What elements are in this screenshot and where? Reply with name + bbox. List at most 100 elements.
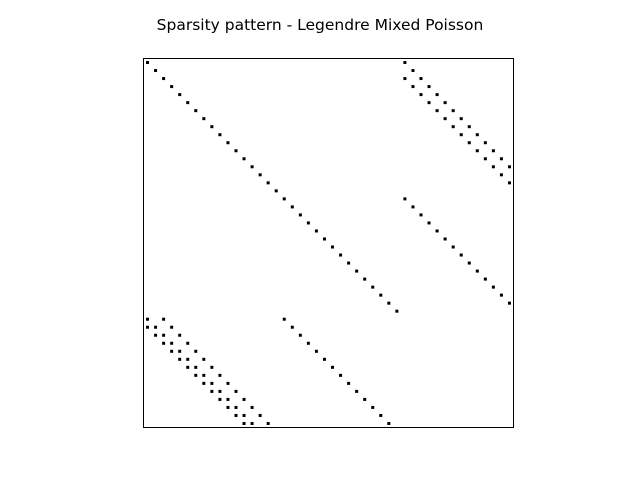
- nonzero-marker: [266, 421, 270, 425]
- nonzero-marker: [451, 245, 455, 249]
- nonzero-marker: [146, 325, 150, 329]
- nonzero-marker: [427, 85, 431, 89]
- nonzero-marker: [234, 405, 238, 409]
- nonzero-marker: [226, 381, 230, 385]
- nonzero-marker: [218, 397, 222, 401]
- nonzero-marker: [226, 141, 230, 145]
- nonzero-marker: [403, 197, 407, 201]
- nonzero-marker: [146, 61, 150, 65]
- nonzero-marker: [250, 421, 254, 425]
- nonzero-marker: [459, 117, 463, 121]
- nonzero-marker: [234, 389, 238, 393]
- nonzero-marker: [451, 109, 455, 113]
- nonzero-markers: [146, 61, 511, 425]
- nonzero-marker: [363, 277, 367, 281]
- nonzero-marker: [210, 125, 214, 129]
- nonzero-marker: [170, 349, 174, 353]
- nonzero-marker: [379, 413, 383, 417]
- nonzero-marker: [266, 181, 270, 185]
- nonzero-marker: [443, 237, 447, 241]
- nonzero-marker: [507, 181, 511, 185]
- nonzero-marker: [371, 405, 375, 409]
- nonzero-marker: [499, 173, 503, 177]
- nonzero-marker: [483, 157, 487, 161]
- nonzero-marker: [379, 293, 383, 297]
- nonzero-marker: [435, 109, 439, 113]
- nonzero-marker: [282, 197, 286, 201]
- nonzero-marker: [467, 261, 471, 265]
- nonzero-marker: [194, 373, 198, 377]
- nonzero-marker: [331, 245, 335, 249]
- nonzero-marker: [218, 389, 222, 393]
- nonzero-marker: [170, 341, 174, 345]
- nonzero-marker: [435, 229, 439, 233]
- nonzero-marker: [339, 373, 343, 377]
- nonzero-marker: [435, 93, 439, 97]
- nonzero-marker: [395, 309, 399, 313]
- nonzero-marker: [411, 205, 415, 209]
- nonzero-marker: [210, 389, 214, 393]
- nonzero-marker: [178, 357, 182, 361]
- nonzero-marker: [178, 349, 182, 353]
- nonzero-marker: [186, 357, 190, 361]
- nonzero-marker: [427, 101, 431, 105]
- nonzero-marker: [226, 405, 230, 409]
- nonzero-marker: [162, 317, 166, 321]
- nonzero-marker: [154, 333, 158, 337]
- nonzero-marker: [467, 141, 471, 145]
- nonzero-marker: [314, 229, 318, 233]
- nonzero-marker: [194, 365, 198, 369]
- nonzero-marker: [146, 317, 150, 321]
- nonzero-marker: [314, 349, 318, 353]
- nonzero-marker: [202, 381, 206, 385]
- nonzero-marker: [411, 85, 415, 89]
- nonzero-marker: [411, 69, 415, 73]
- nonzero-marker: [459, 253, 463, 257]
- nonzero-marker: [491, 165, 495, 169]
- nonzero-marker: [210, 381, 214, 385]
- nonzero-marker: [178, 93, 182, 97]
- nonzero-marker: [202, 357, 206, 361]
- nonzero-marker: [347, 261, 351, 265]
- nonzero-marker: [186, 101, 190, 105]
- nonzero-marker: [306, 221, 310, 225]
- nonzero-marker: [483, 277, 487, 281]
- nonzero-marker: [419, 93, 423, 97]
- nonzero-marker: [218, 133, 222, 137]
- nonzero-marker: [419, 213, 423, 217]
- nonzero-marker: [186, 365, 190, 369]
- nonzero-marker: [290, 205, 294, 209]
- nonzero-marker: [242, 397, 246, 401]
- nonzero-marker: [282, 317, 286, 321]
- nonzero-marker: [475, 269, 479, 273]
- nonzero-marker: [387, 301, 391, 305]
- nonzero-marker: [491, 149, 495, 153]
- chart-title: Sparsity pattern - Legendre Mixed Poisso…: [156, 16, 484, 34]
- nonzero-marker: [202, 117, 206, 121]
- nonzero-marker: [322, 357, 326, 361]
- nonzero-marker: [403, 61, 407, 65]
- nonzero-marker: [507, 165, 511, 169]
- nonzero-marker: [443, 117, 447, 121]
- nonzero-marker: [451, 125, 455, 129]
- nonzero-marker: [154, 325, 158, 329]
- nonzero-marker: [387, 421, 391, 425]
- nonzero-marker: [274, 189, 278, 193]
- nonzero-marker: [355, 269, 359, 273]
- nonzero-marker: [170, 325, 174, 329]
- nonzero-marker: [258, 413, 262, 417]
- nonzero-marker: [250, 405, 254, 409]
- nonzero-marker: [162, 333, 166, 337]
- nonzero-marker: [475, 133, 479, 137]
- nonzero-marker: [226, 397, 230, 401]
- nonzero-marker: [298, 213, 302, 217]
- nonzero-marker: [355, 389, 359, 393]
- nonzero-marker: [162, 77, 166, 81]
- nonzero-marker: [290, 325, 294, 329]
- nonzero-marker: [162, 341, 166, 345]
- nonzero-marker: [154, 69, 158, 73]
- nonzero-marker: [242, 413, 246, 417]
- nonzero-marker: [363, 397, 367, 401]
- nonzero-marker: [194, 349, 198, 353]
- nonzero-marker: [483, 141, 487, 145]
